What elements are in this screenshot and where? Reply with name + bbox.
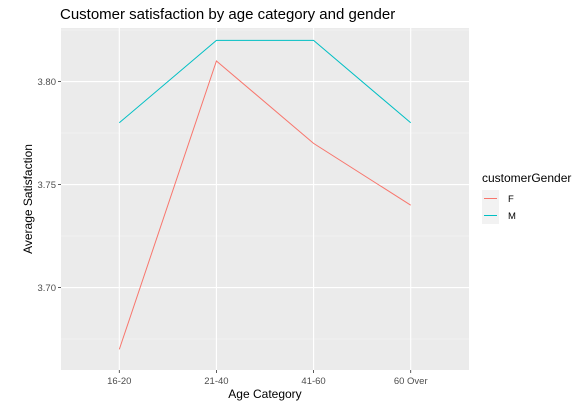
- x-tick-label: 60 Over: [394, 376, 428, 387]
- chart-title: Customer satisfaction by age category an…: [60, 6, 395, 23]
- y-tick-label: 3.75: [38, 180, 57, 191]
- legend-label-m: M: [508, 211, 516, 222]
- x-tick-label: 16-20: [107, 376, 131, 387]
- y-axis-title: Average Satisfaction: [21, 144, 35, 254]
- x-axis: 16-20 21-40 41-60 60 Over: [107, 370, 428, 387]
- x-tick-label: 21-40: [204, 376, 228, 387]
- x-tick-label: 41-60: [301, 376, 325, 387]
- y-tick-label: 3.70: [38, 283, 57, 294]
- series-line-m: [118, 39, 412, 124]
- y-tick-label: 3.80: [38, 77, 57, 88]
- plot-panel: [61, 28, 469, 370]
- legend-label-f: F: [508, 194, 514, 205]
- x-axis-title: Age Category: [228, 387, 301, 401]
- series-line-f: [118, 60, 411, 350]
- y-axis: 3.70 3.75 3.80: [38, 77, 61, 294]
- minor-gridlines: [61, 29, 469, 340]
- legend: customerGender FM: [482, 171, 571, 224]
- series-layer: [118, 39, 412, 350]
- legend-title: customerGender: [482, 171, 571, 185]
- major-gridlines: [61, 28, 469, 370]
